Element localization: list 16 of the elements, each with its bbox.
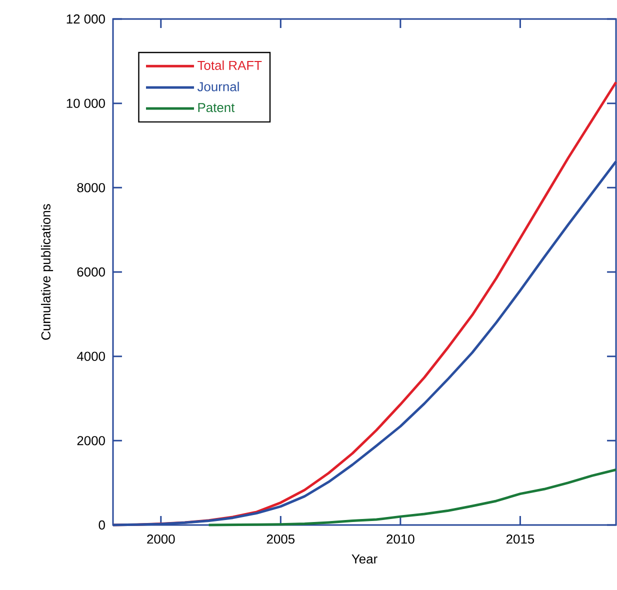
x-tick-label: 2000: [147, 534, 175, 544]
x-axis-title: Year: [352, 554, 378, 564]
y-tick-label: 10 000: [66, 98, 105, 108]
x-tick-label: 2010: [386, 534, 414, 544]
y-tick-label: 8000: [77, 183, 105, 192]
legend-label: Patent: [198, 103, 235, 112]
y-tick-label: 6000: [77, 267, 105, 277]
y-tick-label: 4000: [76, 352, 105, 361]
x-tick-label: 2015: [506, 534, 534, 544]
y-tick-label: 0: [98, 520, 105, 530]
y-tick-label: 2000: [77, 436, 105, 446]
x-tick-label: 2005: [266, 534, 295, 544]
legend-label: Total RAFT: [198, 60, 262, 70]
y-axis-title: Cumulative publications: [40, 204, 54, 340]
legend-label: Journal: [197, 82, 239, 92]
y-tick-label: 12 000: [66, 14, 105, 24]
